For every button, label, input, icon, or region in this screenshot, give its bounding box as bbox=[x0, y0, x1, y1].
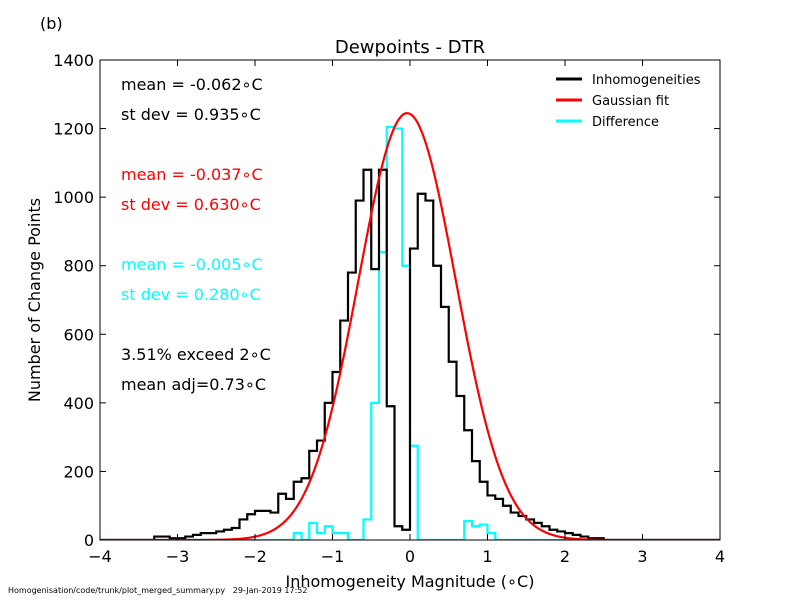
x-tick-label: 1 bbox=[482, 547, 492, 566]
legend-label: Inhomogeneities bbox=[592, 73, 701, 88]
stat-annotation: mean adj=0.73∘C bbox=[121, 375, 266, 394]
x-tick: 0 bbox=[405, 60, 415, 566]
stat-annotation: 3.51% exceed 2∘C bbox=[121, 345, 271, 364]
x-tick: −2 bbox=[243, 60, 267, 566]
y-tick: 200 bbox=[63, 462, 720, 481]
x-tick-label: 0 bbox=[405, 547, 415, 566]
x-tick-label: −4 bbox=[88, 547, 112, 566]
x-tick: −4 bbox=[88, 60, 112, 566]
footer-text: Homogenisation/code/trunk/plot_merged_su… bbox=[8, 586, 307, 595]
stats-annotations: mean = -0.062∘C st dev = 0.935∘C mean = -0… bbox=[121, 75, 271, 394]
y-tick-label: 600 bbox=[63, 325, 94, 344]
stat-annotation: mean = -0.062∘C bbox=[121, 75, 263, 94]
x-tick: 2 bbox=[560, 60, 570, 566]
y-tick-label: 1400 bbox=[53, 51, 94, 70]
y-tick-label: 200 bbox=[63, 462, 94, 481]
stat-annotation: st dev = 0.280∘C bbox=[121, 285, 261, 304]
y-tick: 1200 bbox=[53, 120, 720, 139]
y-tick-label: 1200 bbox=[53, 120, 94, 139]
chart-title: Dewpoints - DTR bbox=[335, 37, 485, 58]
stat-annotation: st dev = 0.935∘C bbox=[121, 105, 261, 124]
footer-timestamp: 29-Jan-2019 17:52 bbox=[232, 586, 308, 595]
x-axis-label: Inhomogeneity Magnitude (∘C) bbox=[286, 572, 535, 591]
y-tick: 0 bbox=[84, 531, 720, 550]
y-axis: 0 200 400 600 800 1000 1200 1400 bbox=[53, 51, 720, 550]
legend-entry: Gaussian fit bbox=[556, 94, 669, 109]
legend-label: Gaussian fit bbox=[592, 94, 669, 109]
stat-annotation: mean = -0.005∘C bbox=[121, 255, 263, 274]
y-tick-label: 0 bbox=[84, 531, 94, 550]
legend: Inhomogeneities Gaussian fit Difference bbox=[556, 73, 701, 130]
y-tick: 600 bbox=[63, 325, 720, 344]
stat-annotation: mean = -0.037∘C bbox=[121, 165, 263, 184]
x-tick: 3 bbox=[637, 60, 648, 566]
x-tick-label: 4 bbox=[715, 547, 725, 566]
x-tick-label: 2 bbox=[560, 547, 570, 566]
y-tick-label: 800 bbox=[63, 257, 94, 276]
stat-annotation: st dev = 0.630∘C bbox=[121, 195, 261, 214]
x-tick: 4 bbox=[715, 60, 725, 566]
y-tick: 1000 bbox=[53, 188, 720, 207]
footer-script-path: Homogenisation/code/trunk/plot_merged_su… bbox=[8, 586, 226, 595]
x-tick-label: −3 bbox=[166, 547, 190, 566]
y-axis-label: Number of Change Points bbox=[25, 198, 44, 402]
y-tick-label: 400 bbox=[63, 394, 94, 413]
x-tick: −1 bbox=[321, 60, 345, 566]
series-inhomogeneities bbox=[100, 168, 720, 540]
y-tick: 1400 bbox=[53, 51, 720, 70]
x-tick-label: −1 bbox=[321, 547, 345, 566]
x-tick-label: −2 bbox=[243, 547, 267, 566]
x-tick: −3 bbox=[166, 60, 190, 566]
legend-label: Difference bbox=[592, 115, 659, 130]
y-tick: 800 bbox=[63, 257, 720, 276]
legend-entry: Difference bbox=[556, 115, 659, 130]
x-tick-label: 3 bbox=[637, 547, 647, 566]
y-tick-label: 1000 bbox=[53, 188, 94, 207]
legend-entry: Inhomogeneities bbox=[556, 73, 701, 88]
x-tick: 1 bbox=[482, 60, 493, 566]
y-tick: 400 bbox=[63, 394, 720, 413]
x-axis: −4 −3 −2 −1 0 1 2 3 4 bbox=[88, 60, 725, 566]
panel-label: (b) bbox=[40, 14, 63, 33]
